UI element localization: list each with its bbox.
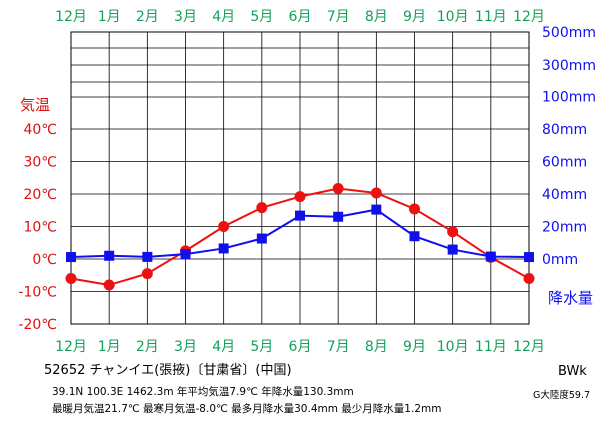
temperature-tick-label: 30℃ — [23, 155, 57, 171]
precipitation-point — [66, 252, 76, 263]
month-label-bottom: 9月 — [403, 339, 426, 355]
station-coords: 39.1N 100.3E 1462.3m 年平均気温7.9℃ 年降水量130.3… — [52, 386, 354, 398]
precipitation-tick-label-upper: 300mm — [542, 58, 596, 74]
precipitation-axis-label: 降水量 — [548, 289, 593, 307]
temperature-point — [523, 273, 535, 284]
series — [65, 182, 535, 291]
precipitation-tick-label: 80mm — [542, 122, 587, 138]
month-label-top: 9月 — [403, 9, 426, 25]
precipitation-point — [333, 211, 344, 222]
temperature-point — [103, 279, 115, 291]
month-labels-bottom: 12月 1月 2月 3月 4月 5月 6月 7月 8月 9月 10月 11月 12月 — [55, 339, 545, 355]
month-label-bottom: 3月 — [174, 339, 197, 355]
month-label-bottom: 2月 — [136, 339, 159, 355]
climate-class: BWk — [558, 364, 587, 379]
temperature-point — [332, 182, 344, 194]
station-title: 52652 チャンイエ(張掖)〔甘粛省〕(中国) — [44, 363, 292, 378]
temperature-tick-label: 10℃ — [23, 220, 57, 236]
month-label-top: 5月 — [250, 9, 273, 25]
precipitation-tick-label: 20mm — [542, 220, 587, 236]
temperature-point — [409, 203, 420, 215]
month-label-top: 8月 — [365, 9, 388, 25]
month-label-bottom: 12月 — [513, 339, 545, 355]
temperature-point — [447, 226, 459, 238]
month-labels-top: 12月 1月 2月 3月 4月 5月 6月 7月 8月 9月 10月 11月 12月 — [55, 9, 545, 25]
temperature-tick-label: 40℃ — [23, 122, 57, 138]
temperature-point — [141, 268, 153, 280]
month-label-top: 6月 — [289, 9, 312, 25]
month-label-bottom: 11月 — [475, 339, 507, 355]
month-label-bottom: 1月 — [98, 339, 121, 355]
temperature-tick-label: 20℃ — [23, 187, 57, 203]
precipitation-tick-label-upper: 500mm — [542, 25, 596, 41]
precipitation-point — [447, 244, 458, 255]
month-label-top: 12月 — [513, 9, 545, 25]
month-label-top: 7月 — [327, 9, 350, 25]
temperature-tick-label: 0℃ — [32, 252, 57, 268]
precipitation-tick-label: 60mm — [542, 155, 587, 171]
temperature-tick-labels: 40℃ 30℃ 20℃ 10℃ 0℃ -10℃ -20℃ — [18, 122, 57, 333]
month-label-top: 10月 — [437, 9, 469, 25]
temperature-tick-label: -20℃ — [18, 317, 57, 333]
month-label-bottom: 8月 — [365, 339, 388, 355]
precipitation-point — [256, 233, 267, 244]
precipitation-point — [180, 249, 191, 260]
precipitation-point — [371, 204, 382, 215]
month-label-bottom: 4月 — [212, 339, 235, 355]
temperature-point — [218, 221, 230, 232]
temperature-point — [294, 191, 306, 203]
month-label-top: 4月 — [212, 9, 235, 25]
precipitation-tick-labels: 100mm 80mm 60mm 40mm 20mm 0mm 500mm 300mm — [542, 25, 596, 268]
grid — [70, 31, 530, 325]
month-label-bottom: 12月 — [55, 339, 87, 355]
month-label-bottom: 6月 — [289, 339, 312, 355]
month-label-top: 11月 — [475, 9, 507, 25]
month-label-top: 3月 — [174, 9, 197, 25]
month-label-top: 2月 — [136, 9, 159, 25]
continentality-index: G大陸度59.7 — [533, 390, 591, 401]
month-label-top: 12月 — [55, 9, 87, 25]
precipitation-point — [295, 210, 305, 221]
temperature-point — [256, 202, 268, 214]
precipitation-tick-label: 100mm — [542, 90, 596, 106]
month-label-top: 1月 — [98, 9, 121, 25]
temperature-point — [370, 187, 382, 199]
precipitation-point — [409, 231, 420, 242]
temperature-point — [65, 273, 77, 284]
temperature-axis-label: 気温 — [20, 96, 50, 114]
precipitation-point — [524, 252, 534, 263]
precipitation-point — [485, 251, 496, 262]
month-label-bottom: 10月 — [437, 339, 469, 355]
precipitation-point — [104, 250, 115, 261]
precipitation-tick-label: 40mm — [542, 187, 587, 203]
station-extremes: 最暖月気温21.7℃ 最寒月気温-8.0℃ 最多月降水量30.4mm 最少月降水… — [52, 403, 442, 415]
month-label-bottom: 5月 — [250, 339, 273, 355]
precipitation-point — [142, 251, 153, 262]
month-label-bottom: 7月 — [327, 339, 350, 355]
precipitation-point — [218, 243, 229, 254]
temperature-tick-label: -10℃ — [18, 285, 57, 301]
precipitation-tick-label: 0mm — [542, 252, 578, 268]
